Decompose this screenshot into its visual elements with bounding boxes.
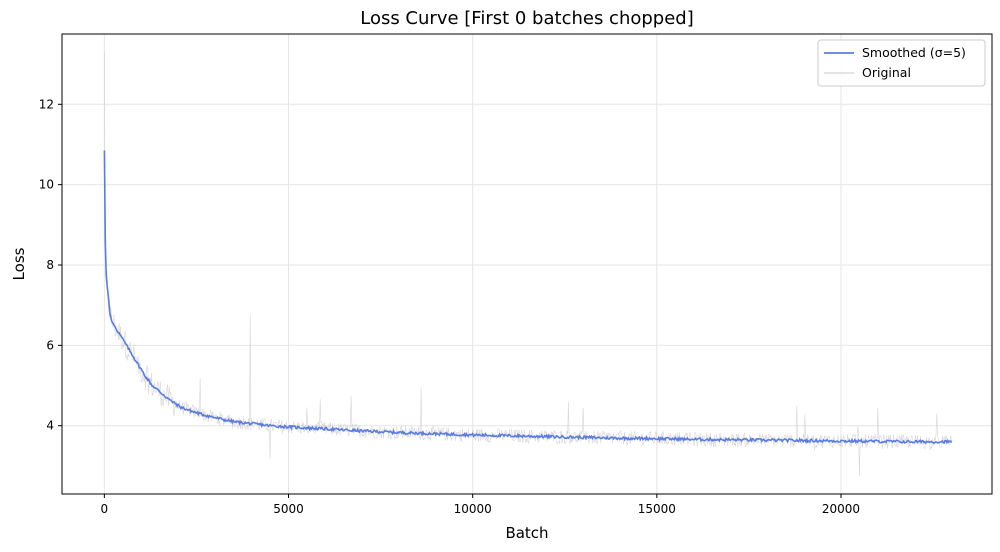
y-tick-label: 12 — [39, 97, 54, 111]
original-series-line — [104, 52, 952, 476]
legend-box — [817, 39, 986, 87]
chart-title: Loss Curve [First 0 batches chopped] — [360, 8, 694, 29]
legend-label-smoothed: Smoothed (σ=5) — [862, 45, 966, 60]
plot-frame — [61, 33, 993, 495]
y-tick-label: 4 — [46, 419, 54, 433]
x-tick-label: 10000 — [454, 502, 492, 516]
smoothed-series-line — [103, 150, 953, 445]
x-tick-label: 5000 — [273, 502, 304, 516]
x-tick-label: 15000 — [638, 502, 676, 516]
original-series-layer — [104, 52, 952, 476]
grid-layer — [62, 34, 992, 494]
smoothed-series-layer — [103, 150, 953, 445]
y-tick-label: 8 — [46, 258, 54, 272]
x-axis-label: Batch — [505, 524, 548, 542]
legend-label-original: Original — [862, 65, 911, 80]
ticks-layer: 0 5000 10000 15000 20000 4 6 8 10 12 — [39, 97, 860, 516]
y-tick-label: 10 — [39, 178, 54, 192]
y-axis-label: Loss — [10, 247, 28, 280]
x-tick-label: 0 — [101, 502, 109, 516]
legend: Smoothed (σ=5) Original — [817, 39, 986, 87]
x-tick-label: 20000 — [822, 502, 860, 516]
y-tick-label: 6 — [46, 338, 54, 352]
